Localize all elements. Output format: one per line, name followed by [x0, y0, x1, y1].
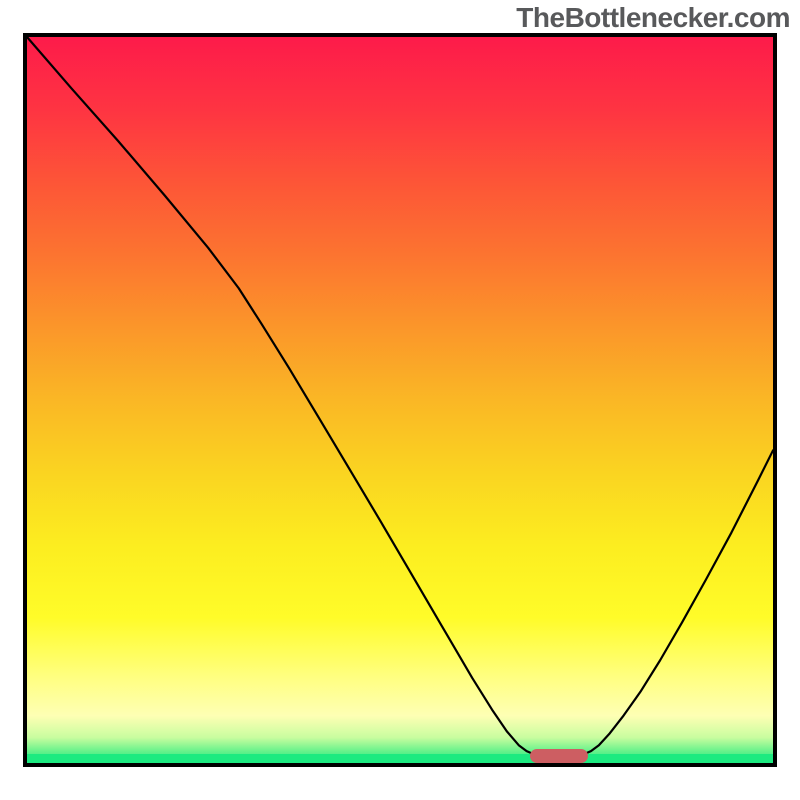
- plot-frame: [23, 33, 777, 767]
- chart-root: TheBottlenecker.com: [0, 0, 800, 800]
- bottleneck-curve: [27, 37, 773, 763]
- optimum-marker: [530, 749, 588, 763]
- watermark-text: TheBottlenecker.com: [516, 2, 790, 34]
